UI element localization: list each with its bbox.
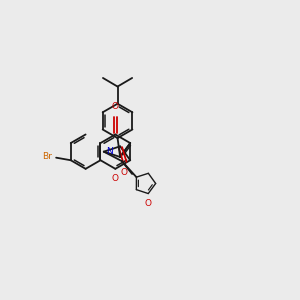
Text: O: O: [112, 174, 119, 183]
Text: N: N: [106, 147, 113, 156]
Text: O: O: [112, 102, 119, 111]
Text: O: O: [144, 199, 151, 208]
Text: Br: Br: [42, 152, 52, 161]
Text: O: O: [120, 169, 127, 178]
